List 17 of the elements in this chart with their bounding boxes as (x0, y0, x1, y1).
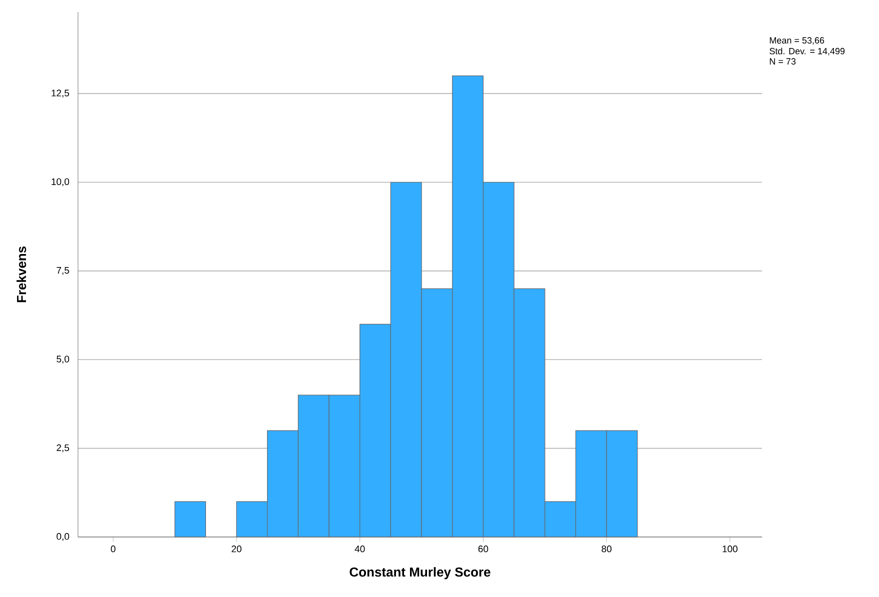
x-tick-label: 60 (478, 546, 488, 552)
x-tick-label: 80 (602, 546, 612, 552)
y-axis-title: Frekvens (16, 246, 26, 302)
y-tick-label: 10,0 (52, 178, 70, 186)
text: Std. Dev. = 14,499 (770, 48, 845, 56)
x-tick-label: 100 (722, 546, 738, 552)
y-tick-label: 7,5 (56, 267, 70, 275)
x-tick-label: 0 (110, 546, 116, 552)
y-tick-label: 12,5 (52, 90, 70, 98)
text: Mean = 53,66 (770, 37, 824, 45)
y-tick-label: 0,0 (56, 533, 70, 541)
x-tick-label: 20 (232, 546, 242, 552)
y-tick-label: 5,0 (56, 356, 70, 364)
x-tick-label: 40 (354, 546, 365, 552)
x-axis-title: Constant Murley Score (350, 567, 490, 580)
y-tick-label: 2,5 (56, 444, 70, 452)
text: N = 73 (770, 58, 796, 65)
